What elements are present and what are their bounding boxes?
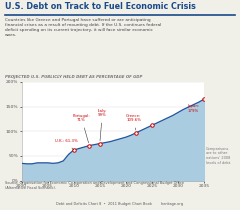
Text: Japan:
179%: Japan: 179%: [187, 99, 204, 113]
Text: Countries like Greece and Portugal have suffered or are anticipating
financial c: Countries like Greece and Portugal have …: [5, 18, 161, 37]
Text: Comparisons
are to other
nations' 2008
levels of debt.: Comparisons are to other nations' 2008 l…: [206, 147, 231, 165]
Text: Source: Organisation for Economic Co-operation and Development and Congressional: Source: Organisation for Economic Co-ope…: [5, 181, 184, 190]
Text: PROJECTED U.S. PUBLICLY HELD DEBT AS PERCENTAGE OF GDP: PROJECTED U.S. PUBLICLY HELD DEBT AS PER…: [5, 75, 142, 79]
Text: Italy:
99%: Italy: 99%: [98, 109, 107, 141]
Text: U.K.: 61.3%: U.K.: 61.3%: [54, 139, 77, 150]
Text: Portugal:
71%: Portugal: 71%: [73, 114, 90, 143]
Text: Greece:
109.6%: Greece: 109.6%: [126, 114, 141, 130]
Text: Debt and Deficits Chart 8  •  2011 Budget Chart Book        heritage.org: Debt and Deficits Chart 8 • 2011 Budget …: [56, 202, 184, 206]
Text: U.S. Debt on Track to Fuel Economic Crisis: U.S. Debt on Track to Fuel Economic Cris…: [5, 2, 196, 11]
